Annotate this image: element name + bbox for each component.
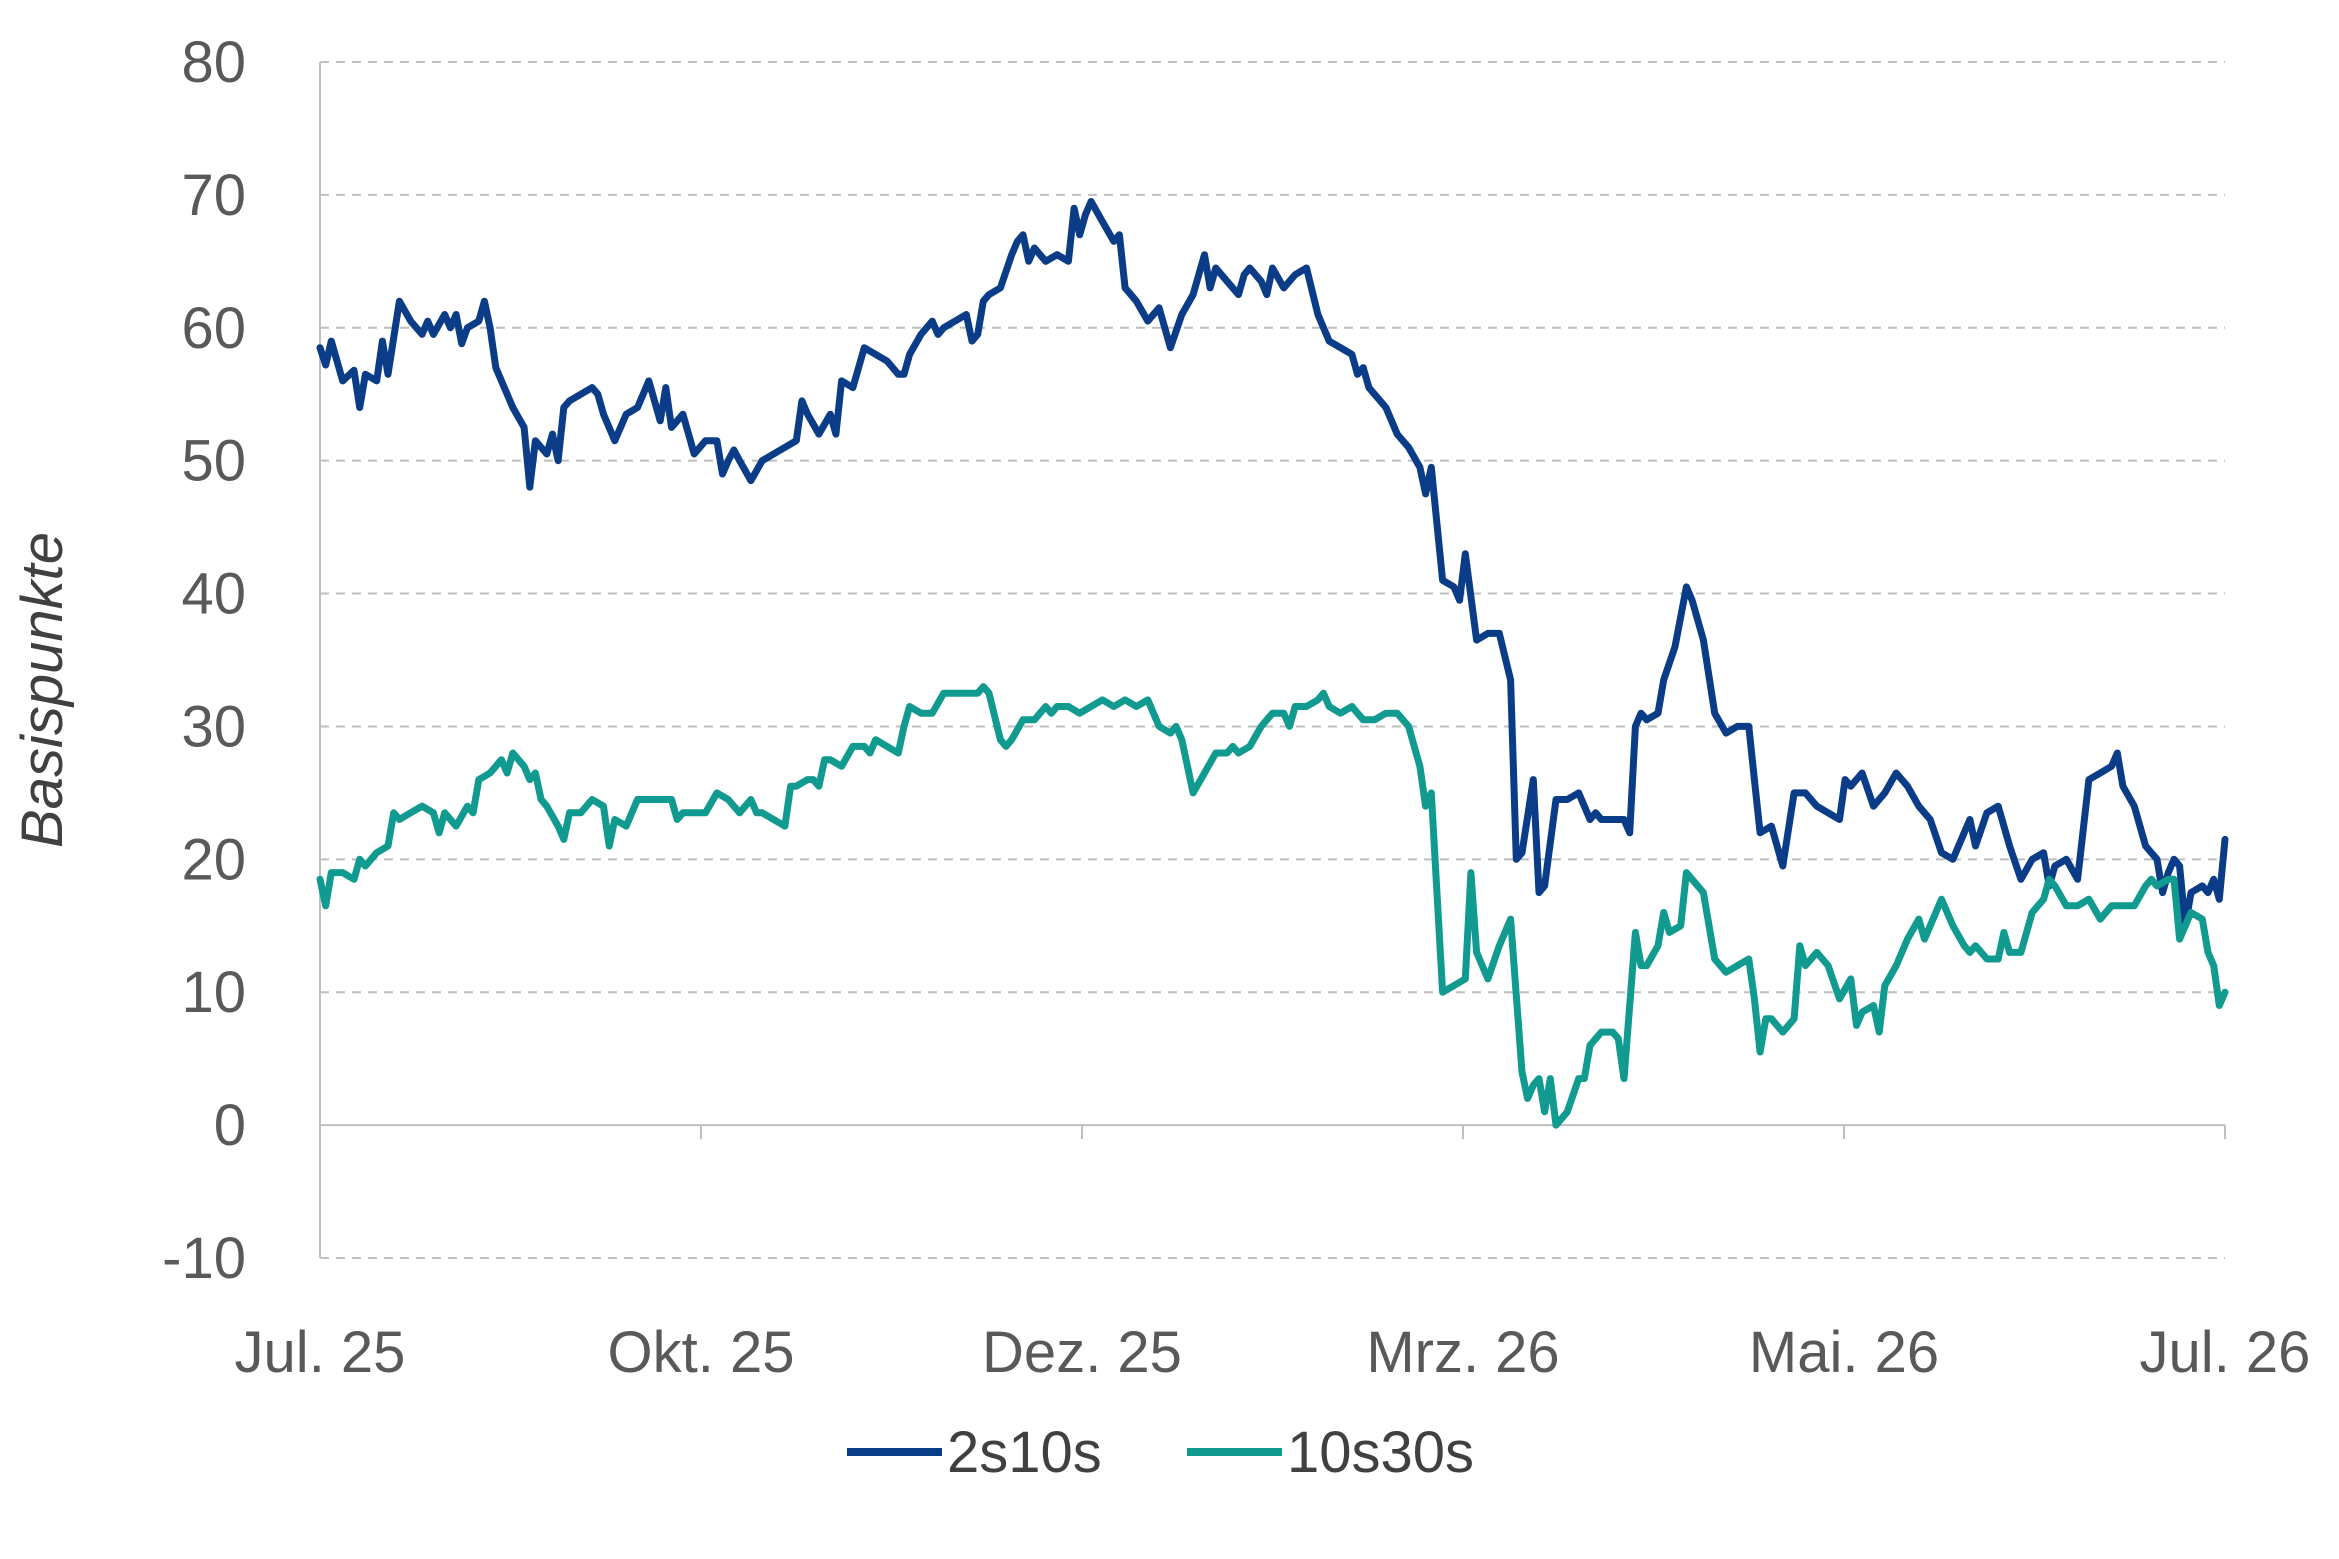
legend-label-10s30s: 10s30s bbox=[1287, 1420, 1474, 1485]
x-tick-labels: Jul. 25 Okt. 25 Dez. 25 Mrz. 26 Mai. 26 Jul. … bbox=[235, 1320, 2311, 1385]
gridlines bbox=[320, 61, 2225, 1259]
legend: 2s10s 10s30s bbox=[847, 1420, 1474, 1485]
y-tick-label: 20 bbox=[181, 827, 246, 892]
y-tick-label: 60 bbox=[181, 296, 246, 361]
series-line-10s30s bbox=[316, 683, 2229, 1129]
y-tick-label: 80 bbox=[181, 30, 246, 95]
y-tick-label: 10 bbox=[181, 960, 246, 1025]
series-lines bbox=[316, 198, 2229, 1129]
series-line-2s10s bbox=[316, 198, 2229, 930]
x-tick-label: Okt. 25 bbox=[608, 1320, 795, 1385]
x-tick-label: Mrz. 26 bbox=[1366, 1320, 1559, 1385]
y-tick-label: 40 bbox=[181, 562, 246, 627]
y-tick-labels: -10 0 10 20 30 40 50 60 70 80 bbox=[162, 30, 246, 1291]
y-tick-label: 50 bbox=[181, 429, 246, 494]
y-axis-label: Basispunkte bbox=[10, 532, 75, 848]
x-tick-label: Dez. 25 bbox=[982, 1320, 1182, 1385]
axes bbox=[319, 62, 2226, 1258]
y-tick-label: -10 bbox=[162, 1226, 246, 1291]
x-tick-label: Mai. 26 bbox=[1749, 1320, 1939, 1385]
legend-label-2s10s: 2s10s bbox=[947, 1420, 1102, 1485]
y-tick-label: 0 bbox=[214, 1093, 246, 1158]
x-tick-label: Jul. 26 bbox=[2140, 1320, 2311, 1385]
x-tick-label: Jul. 25 bbox=[235, 1320, 406, 1385]
y-tick-label: 70 bbox=[181, 163, 246, 228]
y-tick-label: 30 bbox=[181, 694, 246, 759]
